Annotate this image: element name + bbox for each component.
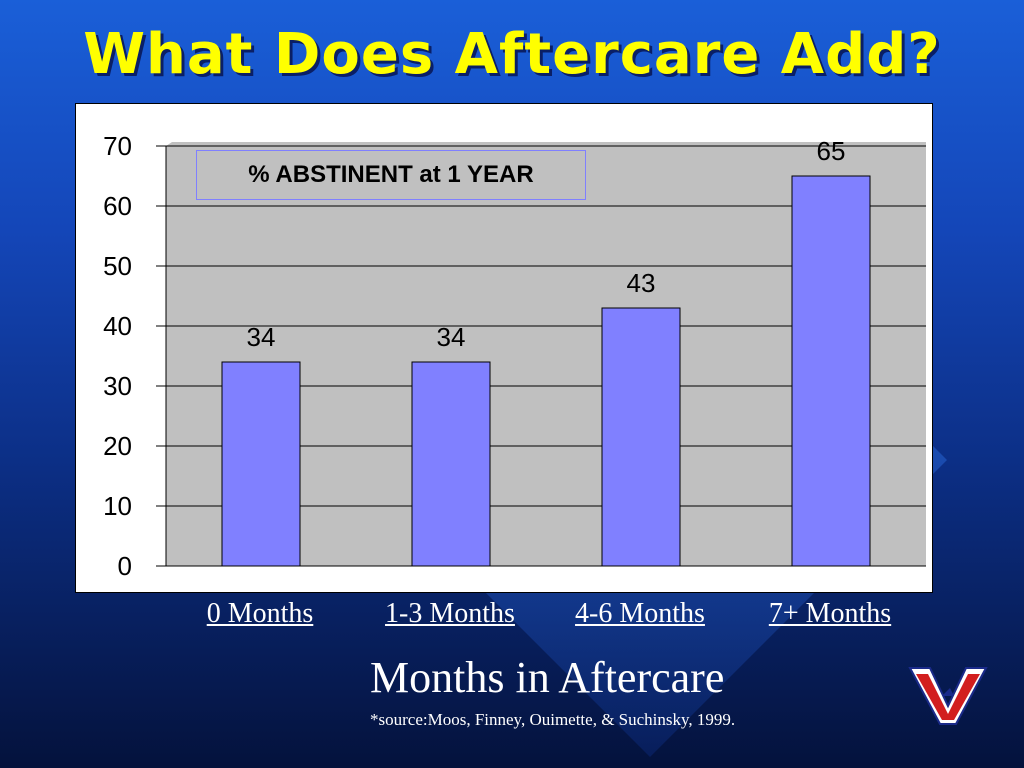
source-citation: *source:Moos, Finney, Ouimette, & Suchin… [370,710,736,729]
x-category-label: 1-3 Months [385,598,515,629]
y-tick-label: 20 [103,431,132,461]
chart-area: 0 10 20 30 40 50 60 70 34 34 43 65 % ABSTINENT at 1… [75,103,933,593]
x-category-label: 0 Months [206,598,314,629]
data-label: 34 [247,322,276,352]
y-tick-label: 10 [103,491,132,521]
slide-title: What Does Aftercare Add? [83,22,941,87]
x-category-label: 4-6 Months [575,598,705,629]
x-axis-label: Months in Aftercare [370,653,725,702]
x-axis-categories: 0 Months 1-3 Months 4-6 Months 7+ Months [170,598,930,638]
bar [601,307,681,567]
x-category-label: 7+ Months [768,598,892,629]
bar [411,361,491,567]
data-label: 34 [437,322,466,352]
y-tick-label: 40 [103,311,132,341]
va-logo-icon [908,667,988,725]
y-tick-label: 70 [103,131,132,161]
bar [221,361,301,567]
bar [791,175,871,567]
y-tick-label: 30 [103,371,132,401]
data-label: 43 [627,268,656,298]
bar-chart: 0 10 20 30 40 50 60 70 34 34 43 65 [103,131,926,581]
data-label: 65 [817,136,846,166]
y-tick-label: 60 [103,191,132,221]
chart-annotation: % ABSTINENT at 1 YEAR [196,150,586,200]
y-tick-label: 50 [103,251,132,281]
y-tick-label: 0 [118,551,132,581]
